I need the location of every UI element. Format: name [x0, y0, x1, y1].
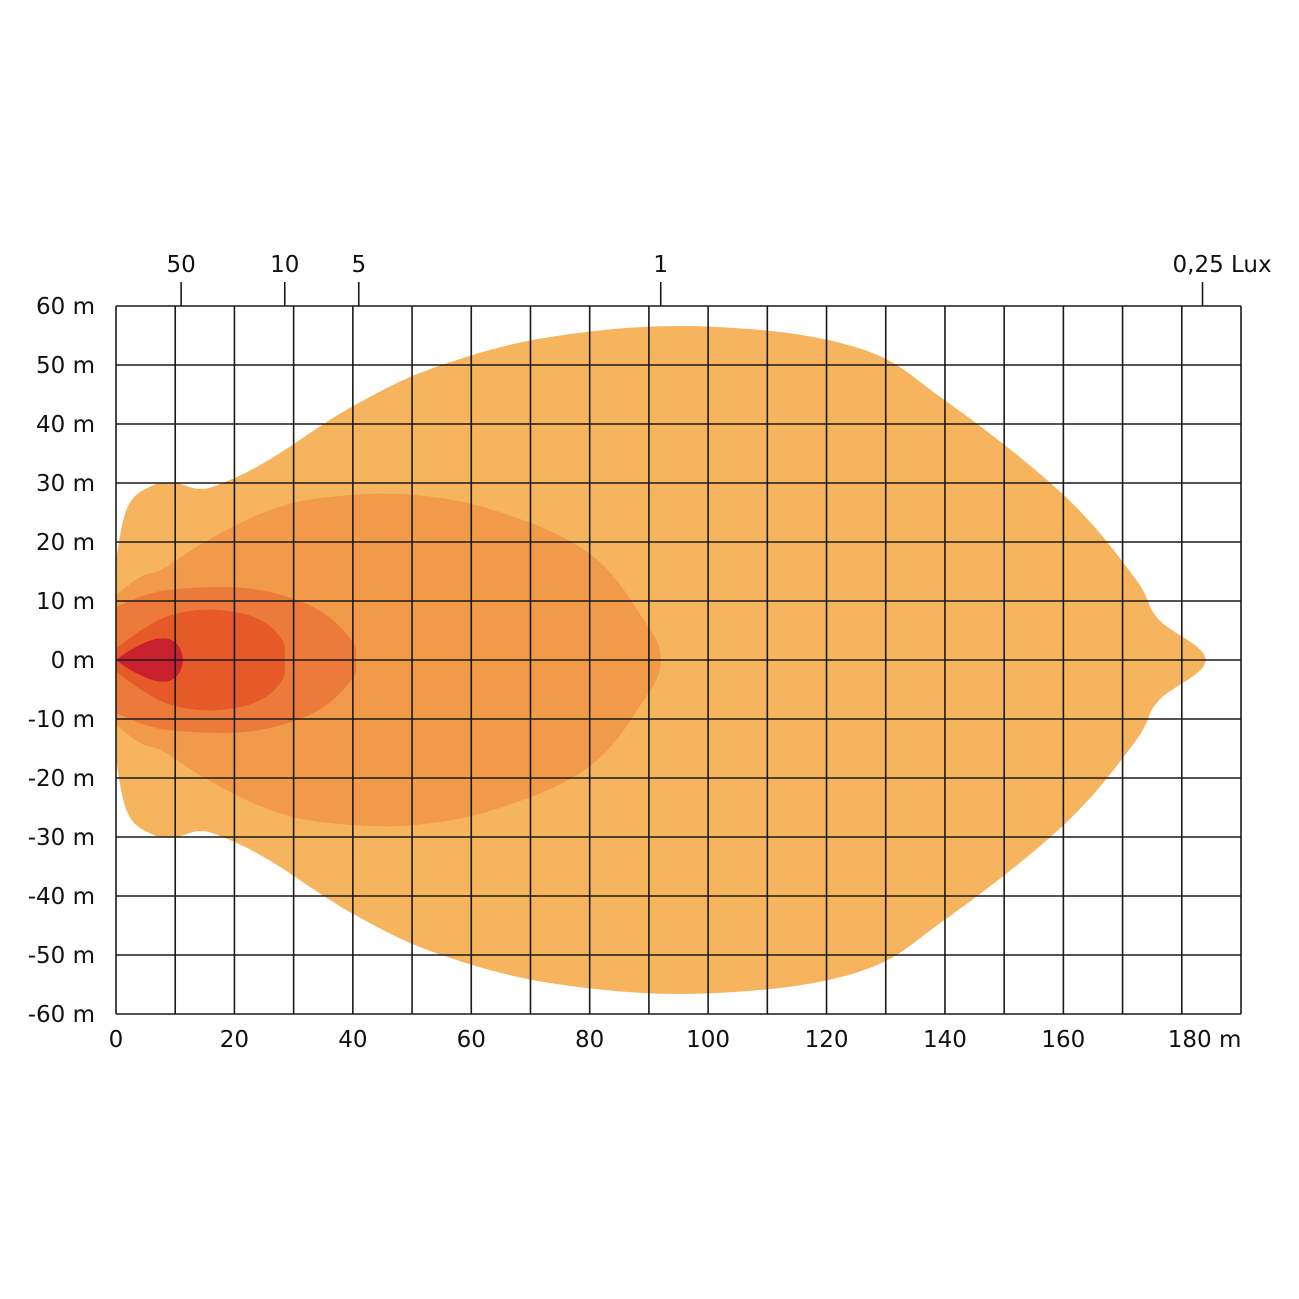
x-tick-label: 100: [686, 1027, 730, 1053]
y-tick-label: 50 m: [36, 353, 95, 379]
y-tick-label: -60 m: [28, 1002, 95, 1028]
lux-marker-label: 5: [351, 252, 366, 278]
y-tick-label: -40 m: [28, 884, 95, 910]
y-tick-label: -10 m: [28, 707, 95, 733]
y-tick-label: 10 m: [36, 589, 95, 615]
x-tick-label: 180 m: [1168, 1027, 1242, 1053]
y-tick-label: 30 m: [36, 471, 95, 497]
lux-markers: 50 10 5 1 0,25 Lux: [166, 252, 1272, 306]
x-tick-label: 80: [575, 1027, 604, 1053]
x-tick-label: 40: [338, 1027, 367, 1053]
lux-marker-label: 10: [270, 252, 299, 278]
x-tick-label: 160: [1041, 1027, 1085, 1053]
lux-marker-label: 1: [653, 252, 668, 278]
y-tick-label: 0 m: [51, 648, 95, 674]
y-tick-label: -20 m: [28, 766, 95, 792]
y-tick-label: 60 m: [36, 294, 95, 320]
grid-lines: [115, 305, 1242, 1015]
y-tick-label: -30 m: [28, 825, 95, 851]
x-tick-labels: 0 20 40 60 80 100 120 140 160 180 m: [109, 1027, 1242, 1053]
x-tick-label: 0: [109, 1027, 124, 1053]
y-tick-label: -50 m: [28, 943, 95, 969]
y-tick-label: 20 m: [36, 530, 95, 556]
x-tick-label: 120: [805, 1027, 849, 1053]
x-tick-label: 140: [923, 1027, 967, 1053]
y-tick-label: 40 m: [36, 412, 95, 438]
x-tick-label: 20: [220, 1027, 249, 1053]
lux-marker-label: 50: [166, 252, 195, 278]
y-tick-labels: 60 m 50 m 40 m 30 m 20 m 10 m 0 m -10 m -20 m -30…: [28, 294, 95, 1028]
lux-marker-label: 0,25 Lux: [1173, 252, 1272, 278]
x-tick-label: 60: [457, 1027, 486, 1053]
